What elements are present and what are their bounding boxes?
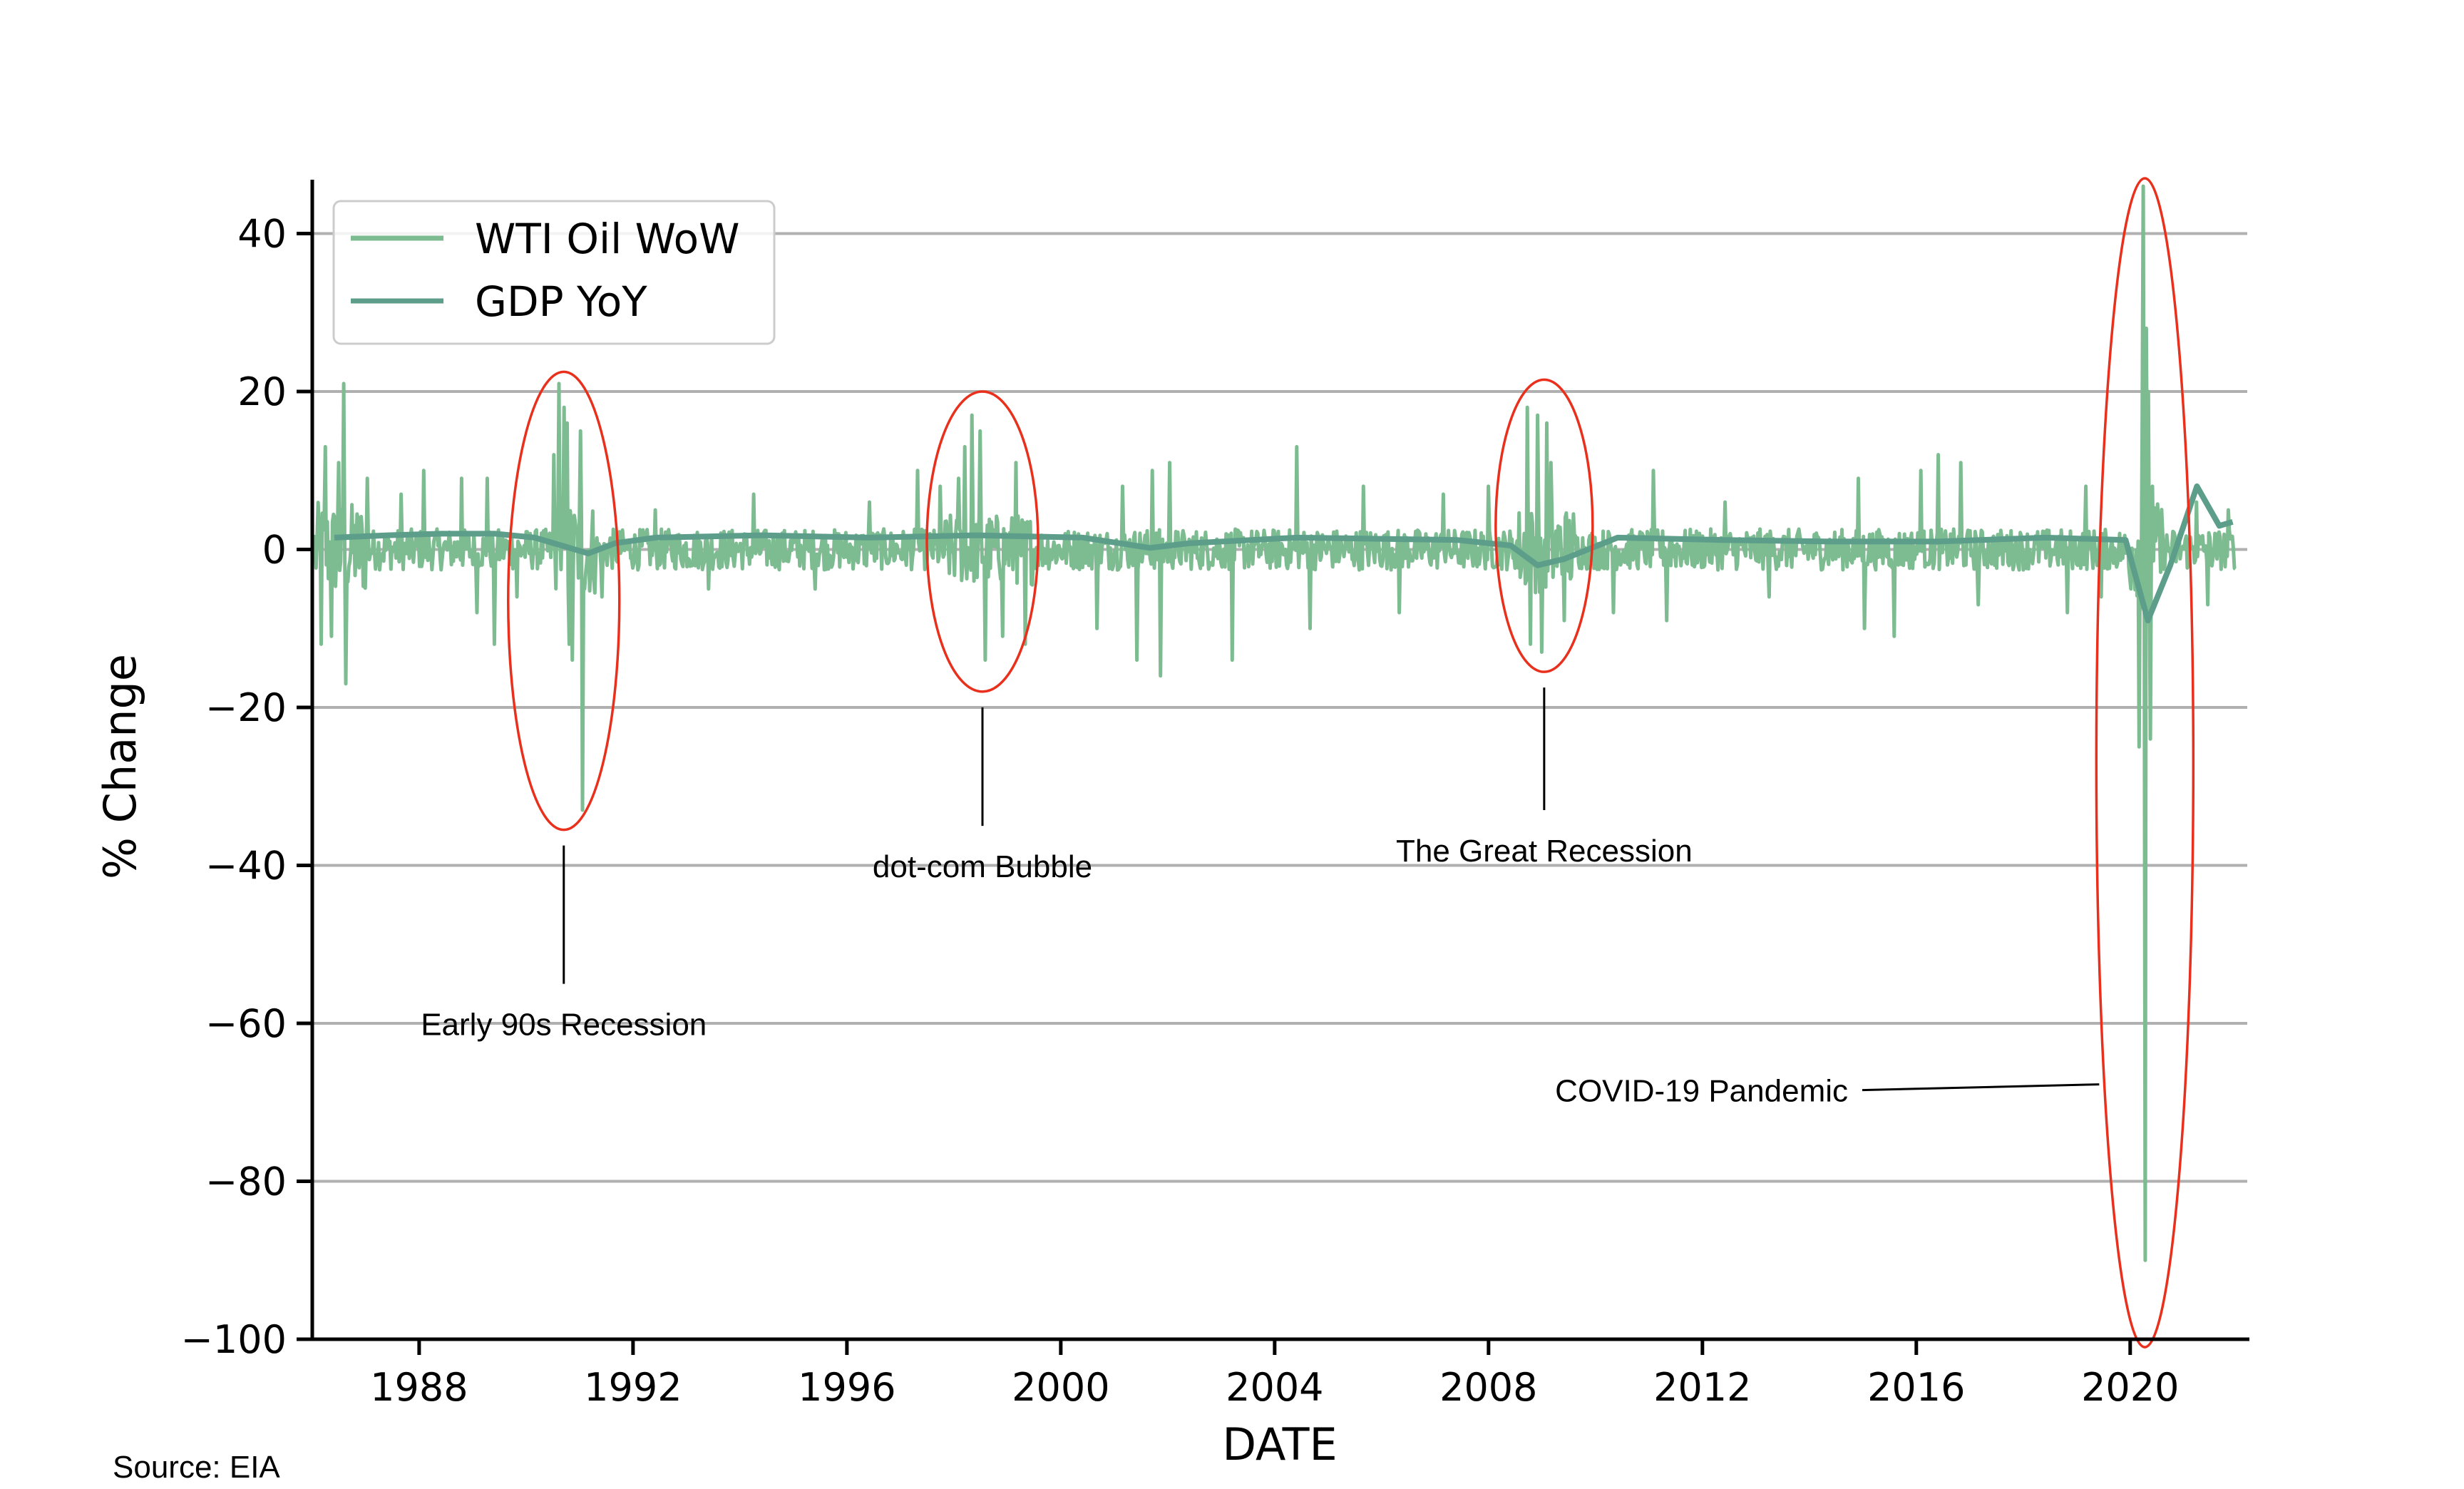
x-tick-label: 2012 bbox=[1653, 1365, 1751, 1410]
annotation-ellipse bbox=[2095, 177, 2195, 1349]
y-tick-label: −80 bbox=[205, 1160, 287, 1204]
annotation-label: dot-com Bubble bbox=[873, 849, 1092, 884]
x-tick-label: 1992 bbox=[584, 1365, 682, 1410]
legend-label-wti-oil-wow: WTI Oil WoW bbox=[475, 215, 739, 263]
y-tick-label: −100 bbox=[181, 1317, 287, 1362]
x-axis-ticks: 1988 1992 1996 2000 2004 2008 2012 2016 2020 bbox=[370, 1339, 2180, 1410]
y-tick-label: −60 bbox=[205, 1001, 287, 1046]
source-note: Source: EIA bbox=[113, 1450, 280, 1485]
annotation-label: The Great Recession bbox=[1396, 834, 1693, 869]
x-tick-label: 2004 bbox=[1226, 1365, 1323, 1410]
annotation-ellipse bbox=[1494, 378, 1594, 673]
annotation-ellipse bbox=[925, 390, 1040, 693]
y-axis-label: % Change bbox=[94, 654, 146, 879]
y-tick-label: 40 bbox=[237, 212, 287, 257]
x-axis-label: DATE bbox=[1222, 1418, 1337, 1470]
annotation-label: COVID-19 Pandemic bbox=[1555, 1074, 1848, 1109]
x-tick-label: 1996 bbox=[798, 1365, 895, 1410]
gdp-yoy-line bbox=[334, 483, 2234, 624]
x-tick-label: 2020 bbox=[2081, 1365, 2179, 1410]
x-tick-label: 2008 bbox=[1439, 1365, 1537, 1410]
y-tick-label: 0 bbox=[262, 528, 287, 573]
annotation-leader bbox=[1862, 1083, 2100, 1092]
annotation-label: Early 90s Recession bbox=[421, 1008, 707, 1043]
annotation-ellipse bbox=[507, 370, 621, 832]
y-tick-label: −20 bbox=[205, 685, 287, 730]
y-axis-ticks: 40 20 0 −20 −40 −60 −80 −100 bbox=[181, 212, 312, 1362]
series-wti-oil-wow bbox=[313, 184, 2237, 1262]
legend: WTI Oil WoW GDP YoY bbox=[332, 200, 776, 345]
series-gdp-yoy bbox=[334, 483, 2234, 624]
wti-oil-wow-line bbox=[313, 184, 2237, 1262]
x-tick-label: 1988 bbox=[370, 1365, 468, 1410]
y-tick-label: 20 bbox=[237, 369, 287, 414]
x-tick-label: 2000 bbox=[1012, 1365, 1109, 1410]
y-tick-label: −40 bbox=[205, 844, 287, 889]
legend-label-gdp-yoy: GDP YoY bbox=[475, 277, 647, 326]
annotations: Early 90s Recession dot-com Bubble The Gre… bbox=[421, 177, 2195, 1349]
legend-box bbox=[332, 200, 776, 345]
x-tick-label: 2016 bbox=[1867, 1365, 1965, 1410]
